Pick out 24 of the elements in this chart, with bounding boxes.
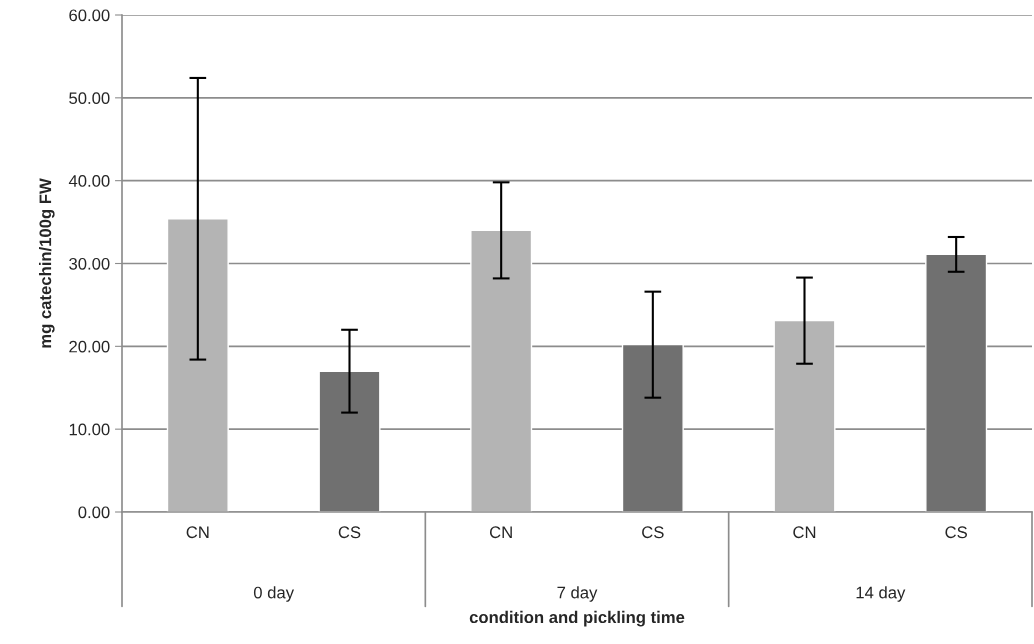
x-tick-label: CS — [945, 526, 967, 539]
x-tick-label: CS — [642, 526, 664, 539]
text: 14 day — [856, 586, 906, 602]
y-tick-label: 60.00 — [69, 9, 110, 22]
bar — [166, 218, 229, 512]
x-axis-title: condition and pickling time — [469, 610, 685, 627]
bar — [621, 343, 684, 512]
y-tick-label: 40.00 — [68, 175, 110, 187]
x-tick-label: CS — [338, 526, 361, 539]
bar — [773, 319, 836, 512]
y-tick-label: 20.00 — [69, 340, 110, 353]
text: 0 day — [253, 586, 295, 602]
x-tick-label: CN — [186, 526, 209, 539]
bar — [470, 229, 533, 512]
x-tick-label: CN — [793, 526, 816, 539]
y-tick-label: 0.00 — [78, 506, 110, 519]
y-axis-title: mg catechin/100g FW — [38, 178, 55, 348]
text: 7 day — [557, 586, 598, 602]
y-tick-label: 30.00 — [69, 257, 110, 270]
bar — [925, 253, 988, 512]
y-tick-label: 50.00 — [69, 92, 110, 105]
bar — [318, 370, 381, 512]
x-tick-label: CN — [489, 526, 512, 539]
y-tick-label: 10.00 — [69, 423, 110, 436]
